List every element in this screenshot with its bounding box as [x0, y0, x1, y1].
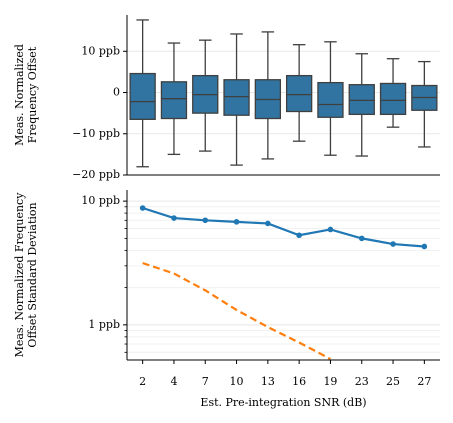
y-tick-label: 10 ppb — [81, 44, 120, 57]
point — [390, 241, 396, 247]
y-axis-label: Meas. Normalized Frequency — [13, 192, 26, 358]
box — [129, 72, 156, 120]
x-tick-label: 25 — [386, 375, 400, 388]
box — [160, 81, 188, 120]
x-tick-label: 2 — [139, 375, 146, 388]
y-tick-label: −20 ppb — [72, 168, 120, 181]
x-tick-label: 4 — [170, 375, 177, 388]
x-tick-label: 10 — [230, 375, 244, 388]
line — [142, 206, 425, 248]
point — [233, 219, 240, 225]
y-tick-label: −10 ppb — [72, 127, 120, 140]
box — [223, 79, 250, 116]
y-tick-label: 10 ppb — [81, 194, 120, 207]
x-axis-label: Est. Pre-integration SNR (dB) — [200, 396, 366, 409]
point — [358, 235, 365, 242]
x-tick-label: 13 — [261, 375, 275, 388]
y-axis-label: Frequency Offset — [26, 46, 39, 143]
y-tick-label: 0 — [113, 86, 120, 99]
x-tick-label: 7 — [202, 375, 209, 388]
box — [379, 82, 407, 116]
box — [348, 84, 375, 116]
box — [285, 74, 313, 113]
point — [296, 232, 302, 239]
point — [421, 243, 428, 250]
x-tick-label: 16 — [292, 375, 306, 388]
point — [139, 205, 146, 211]
point — [327, 226, 334, 233]
y-tick-label: 1 ppb — [88, 318, 120, 331]
box — [317, 81, 344, 118]
point — [265, 220, 271, 227]
y-axis-label: Meas. Normalized — [13, 44, 26, 146]
x-tick-label: 27 — [417, 375, 431, 388]
x-tick-label: 23 — [355, 375, 369, 388]
point — [202, 217, 209, 224]
line — [142, 261, 331, 360]
point — [171, 215, 177, 221]
y-axis-label: Offset Standard Deviation — [26, 202, 39, 347]
x-tick-label: 19 — [323, 375, 337, 388]
